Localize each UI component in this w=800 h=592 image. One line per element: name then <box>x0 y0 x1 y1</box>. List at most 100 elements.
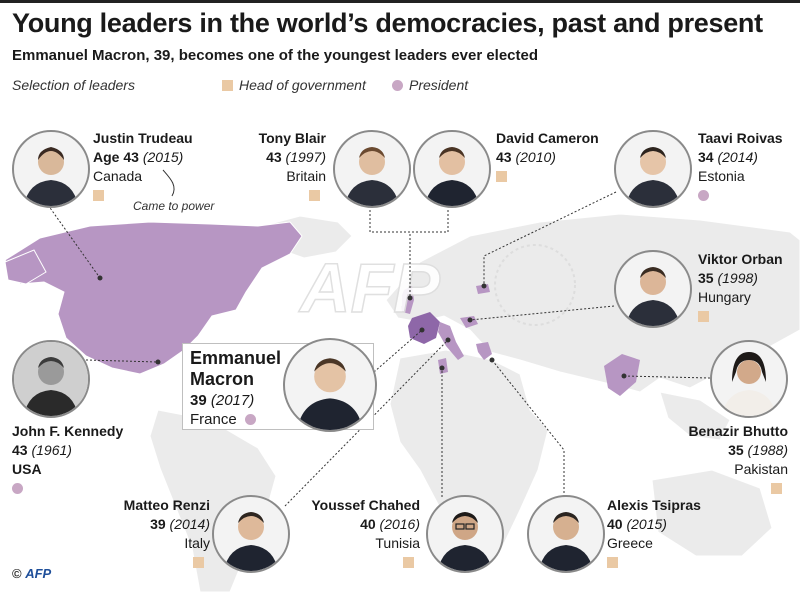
location-dots <box>97 275 627 379</box>
cameron-connector <box>410 210 449 233</box>
orban-age: 35 <box>698 270 714 286</box>
tsipras-year: (2015) <box>626 516 667 532</box>
bhutto-portrait <box>710 340 788 418</box>
person-portrait-icon <box>626 267 680 326</box>
bhutto-age: 35 <box>728 442 744 458</box>
kennedy-year: (1961) <box>31 442 72 458</box>
chahed-age: 40 <box>360 516 376 532</box>
roivas-country: Estonia <box>698 168 745 184</box>
orban-connector <box>469 305 615 321</box>
roivas-year: (2014) <box>717 149 758 165</box>
macron-age: 39 <box>190 392 207 409</box>
france-highlight <box>408 312 440 344</box>
trudeau-name: Justin Trudeau <box>93 130 193 146</box>
macron-role-marker <box>244 414 256 425</box>
macron-portrait <box>283 338 377 432</box>
kennedy-portrait <box>12 340 90 418</box>
orban-year: (1998) <box>717 270 758 286</box>
trudeau-year: (2015) <box>142 149 184 165</box>
person-portrait-icon <box>539 512 593 571</box>
roivas-label: Taavi Roivas 34 (2014) Estonia <box>698 129 783 201</box>
top-rule <box>0 0 800 3</box>
roivas-connector <box>483 191 617 286</box>
blair-year: (1997) <box>285 149 326 165</box>
person-portrait-icon <box>24 147 78 206</box>
head-of-government-marker <box>222 80 233 91</box>
person-portrait-icon <box>297 358 363 430</box>
tsipras-role-marker <box>607 557 618 568</box>
blair-country: Britain <box>286 168 326 184</box>
macron-country: France <box>190 411 237 428</box>
macron-info: 39 (2017) France <box>190 391 262 429</box>
orban-name: Viktor Orban <box>698 251 783 267</box>
roivas-portrait <box>614 130 692 208</box>
copyright-symbol: © <box>12 566 22 581</box>
legend-head-of-government-label: Head of government <box>239 77 366 93</box>
chahed-name: Youssef Chahed <box>311 497 420 513</box>
afp-logo: AFP <box>25 566 52 581</box>
renzi-year: (2014) <box>169 516 210 532</box>
bhutto-name: Benazir Bhutto <box>688 423 788 439</box>
italy-highlight <box>438 322 464 360</box>
cameron-portrait <box>413 130 491 208</box>
trudeau-age-prefix: Age <box>93 149 120 165</box>
macron-last-name: Macron <box>190 369 255 389</box>
chahed-year: (2016) <box>379 516 420 532</box>
australia-land <box>651 469 773 557</box>
kennedy-age: 43 <box>12 442 28 458</box>
renzi-age: 39 <box>150 516 166 532</box>
roivas-age: 34 <box>698 149 714 165</box>
person-portrait-icon <box>14 342 88 416</box>
macron-name: Emmanuel Macron <box>190 348 281 390</box>
tsipras-name: Alexis Tsipras <box>607 497 701 513</box>
watermark: AFP <box>298 249 440 327</box>
north-america-highlight <box>4 221 303 375</box>
macron-year: (2017) <box>210 392 255 409</box>
roivas-name: Taavi Roivas <box>698 130 783 146</box>
trudeau-country: Canada <box>93 168 143 184</box>
president-marker <box>392 80 403 91</box>
macron-connector <box>373 329 423 373</box>
bhutto-role-marker <box>771 483 782 494</box>
renzi-label: Matteo Renzi 39 (2014) Italy <box>104 496 210 568</box>
tsipras-label: Alexis Tsipras 40 (2015) Greece <box>607 496 701 568</box>
chahed-country: Tunisia <box>375 535 420 551</box>
alaska-highlight <box>4 249 47 285</box>
trudeau-age: 43 <box>123 149 139 165</box>
blair-name: Tony Blair <box>258 130 326 146</box>
watermark-globe <box>494 244 576 326</box>
connectors <box>47 191 711 507</box>
trudeau-label: Justin Trudeau Age 43 (2015) Canada <box>93 129 193 201</box>
tsipras-age: 40 <box>607 516 623 532</box>
blair-label: Tony Blair 43 (1997) Britain <box>240 129 326 201</box>
page-title: Young leaders in the world’s democracies… <box>12 8 763 38</box>
roivas-role-marker <box>698 190 709 201</box>
kennedy-connector <box>85 359 159 363</box>
chahed-role-marker <box>403 557 414 568</box>
kennedy-role-marker <box>12 483 23 494</box>
person-portrait-icon <box>626 147 680 206</box>
legend-head-of-government: Head of government <box>222 77 366 93</box>
person-portrait-icon <box>438 512 492 571</box>
trudeau-role-marker <box>93 190 104 201</box>
orban-portrait <box>614 250 692 328</box>
blair-connector <box>369 210 411 298</box>
orban-role-marker <box>698 311 709 322</box>
orban-label: Viktor Orban 35 (1998) Hungary <box>698 250 783 322</box>
cameron-name: David Cameron <box>496 130 599 146</box>
macron-first-name: Emmanuel <box>190 348 282 368</box>
tsipras-country: Greece <box>607 535 653 551</box>
britain-highlight <box>400 286 414 314</box>
trudeau-portrait <box>12 130 90 208</box>
bhutto-label: Benazir Bhutto 35 (1988) Pakistan <box>640 422 788 494</box>
tsipras-portrait <box>527 495 605 573</box>
greece-highlight <box>476 342 492 360</box>
chahed-portrait <box>426 495 504 573</box>
africa-land <box>389 349 549 571</box>
orban-country: Hungary <box>698 289 751 305</box>
estonia-highlight <box>476 284 490 294</box>
bhutto-year: (1988) <box>747 442 788 458</box>
legend-selection-label: Selection of leaders <box>12 77 135 93</box>
ireland-land <box>396 296 402 306</box>
